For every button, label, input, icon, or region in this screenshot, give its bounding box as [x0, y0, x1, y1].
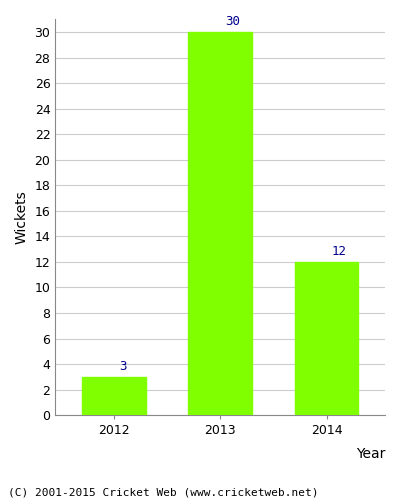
Text: Year: Year: [356, 447, 385, 461]
Bar: [82, 377, 146, 415]
Text: 3: 3: [119, 360, 127, 373]
Text: 12: 12: [332, 245, 347, 258]
Y-axis label: Wickets: Wickets: [15, 190, 29, 244]
Bar: [188, 32, 252, 415]
Text: (C) 2001-2015 Cricket Web (www.cricketweb.net): (C) 2001-2015 Cricket Web (www.cricketwe…: [8, 488, 318, 498]
Text: 30: 30: [226, 15, 240, 28]
Bar: [294, 262, 358, 415]
